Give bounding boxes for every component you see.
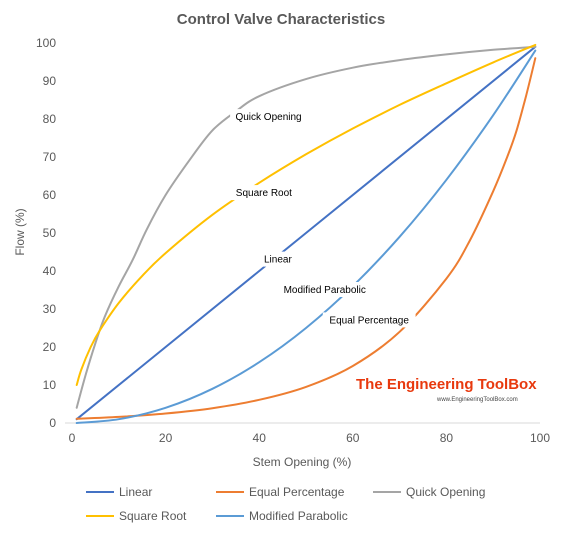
legend: Linear Equal Percentage Quick Opening Squar… [86,485,485,523]
legend-item-square-root: Square Root [119,509,187,523]
y-tick-label: 30 [43,302,57,316]
series-line-quick-opening [75,45,537,409]
series-lines [75,43,537,424]
watermark-brand: The Engineering ToolBox [356,376,537,393]
series-annotation: Quick Opening [235,112,301,123]
y-tick-label: 40 [43,264,57,278]
series-line-modified-parabolic [75,49,537,424]
y-tick-label: 90 [43,74,57,88]
series-line-linear [75,45,537,421]
annotation-background [273,282,377,297]
y-tick-label: 100 [36,36,56,50]
legend-item-linear: Linear [119,485,152,499]
x-tick-label: 20 [159,431,173,445]
x-tick-label: 100 [530,431,550,445]
series-annotations: Quick Opening Square Root Linear Modified P… [230,109,416,328]
series-line-equal-percentage [75,57,537,420]
legend-item-quick-opening: Quick Opening [406,485,485,499]
y-tick-label: 50 [43,226,57,240]
legend-item-modified-parabolic: Modified Parabolic [249,509,348,523]
y-tick-label: 60 [43,188,57,202]
x-tick-label: 60 [346,431,360,445]
x-tick-label: 40 [253,431,267,445]
x-tick-labels: 0 20 40 60 80 100 [69,431,551,445]
annotation-background [230,109,308,125]
legend-item-equal-percentage: Equal Percentage [249,485,345,499]
annotation-background [258,251,298,267]
series-line-square-root [75,43,537,386]
x-tick-label: 0 [69,431,76,445]
chart-title: Control Valve Characteristics [177,11,385,28]
x-axis-label: Stem Opening (%) [253,455,352,469]
series-annotation: Equal Percentage [329,315,409,326]
y-tick-labels: 0 10 20 30 40 50 60 70 80 90 100 [36,36,56,430]
y-tick-label: 80 [43,112,57,126]
annotation-background [230,185,298,201]
y-tick-label: 0 [49,416,56,430]
x-tick-label: 80 [440,431,454,445]
annotation-background [322,312,416,328]
watermark-url: www.EngineeringToolBox.com [436,397,518,403]
y-tick-label: 10 [43,378,57,392]
series-annotation: Linear [264,255,292,266]
watermark: The Engineering ToolBox www.EngineeringT… [356,376,537,403]
y-axis-label: Flow (%) [13,208,27,255]
y-tick-label: 70 [43,150,57,164]
series-annotation: Square Root [236,188,292,199]
series-annotation: Modified Parabolic [284,285,366,296]
y-tick-label: 20 [43,340,57,354]
